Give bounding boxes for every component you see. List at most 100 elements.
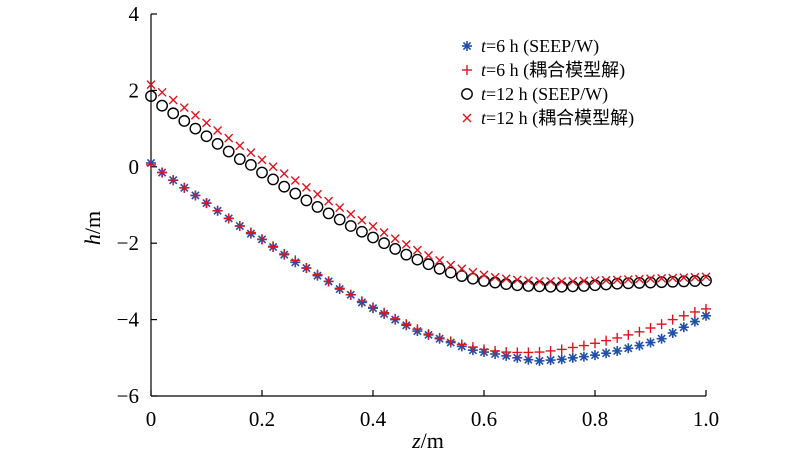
x-axis-label-unit: /m bbox=[421, 428, 444, 453]
legend-label: t=6 h (SEEP/W) bbox=[481, 36, 599, 57]
data-point bbox=[612, 332, 623, 343]
data-point bbox=[657, 273, 667, 283]
data-point bbox=[378, 237, 390, 250]
data-point bbox=[390, 234, 400, 244]
data-point bbox=[646, 274, 655, 284]
series-3 bbox=[146, 80, 711, 286]
x-tick-label: 0 bbox=[146, 407, 157, 431]
data-point bbox=[533, 280, 546, 293]
data-point bbox=[344, 220, 357, 232]
data-point bbox=[267, 173, 279, 186]
legend-name: =6 h (耦合模型解) bbox=[486, 60, 625, 81]
data-point bbox=[311, 201, 324, 213]
data-point bbox=[335, 203, 345, 213]
data-point bbox=[545, 345, 556, 356]
data-point bbox=[601, 335, 612, 346]
legend-marker-glyph bbox=[462, 113, 472, 123]
legend-label: t=6 h (耦合模型解) bbox=[481, 60, 625, 81]
data-point bbox=[146, 80, 156, 90]
data-point bbox=[157, 167, 168, 178]
data-point bbox=[535, 276, 544, 286]
data-point bbox=[268, 162, 278, 172]
data-point bbox=[512, 275, 522, 285]
data-point bbox=[424, 250, 433, 260]
data-point bbox=[600, 278, 612, 291]
data-point bbox=[212, 205, 223, 216]
data-point bbox=[512, 347, 523, 358]
data-point bbox=[168, 95, 178, 105]
data-point bbox=[312, 269, 323, 280]
data-point bbox=[501, 274, 511, 284]
data-point bbox=[201, 198, 212, 209]
legend-marker-cross bbox=[462, 113, 472, 123]
axis-tick-labels: 0 0.2 0.4 0.6 0.8 1.0 4 2 0 −2 −4 −6 bbox=[117, 2, 719, 431]
data-point bbox=[279, 169, 289, 179]
legend-marker-glyph bbox=[462, 41, 472, 51]
data-point bbox=[257, 234, 267, 245]
series-1 bbox=[146, 159, 711, 358]
data-point bbox=[345, 289, 356, 300]
data-point bbox=[423, 329, 434, 340]
data-point bbox=[189, 122, 202, 135]
data-point bbox=[579, 276, 589, 286]
data-point bbox=[435, 255, 445, 265]
data-point bbox=[467, 342, 478, 353]
x-tick-label: 0.2 bbox=[249, 407, 275, 431]
legend-entry: t=6 h (耦合模型解) bbox=[462, 60, 625, 81]
data-point bbox=[601, 348, 612, 359]
data-point bbox=[389, 243, 402, 255]
data-point bbox=[523, 347, 534, 358]
y-tick-label: 4 bbox=[129, 2, 140, 26]
data-point bbox=[412, 245, 422, 255]
y-tick-label: −2 bbox=[117, 231, 139, 255]
y-axis-label: h/m bbox=[80, 211, 105, 245]
data-point bbox=[490, 272, 500, 282]
data-point bbox=[390, 313, 401, 324]
data-point bbox=[634, 274, 644, 284]
data-point bbox=[700, 274, 712, 287]
data-point bbox=[544, 280, 557, 293]
data-point bbox=[146, 159, 156, 170]
data-point bbox=[689, 316, 700, 327]
data-point bbox=[623, 329, 634, 340]
data-point bbox=[490, 345, 501, 356]
data-point bbox=[601, 275, 611, 285]
data-point bbox=[346, 209, 356, 219]
data-point bbox=[157, 87, 167, 97]
data-point bbox=[634, 326, 645, 337]
data-point bbox=[356, 296, 367, 307]
data-point bbox=[355, 225, 368, 238]
x-axis-label: z/m bbox=[411, 428, 444, 453]
data-point bbox=[656, 319, 667, 330]
data-point bbox=[489, 276, 501, 289]
data-point bbox=[433, 262, 446, 275]
data-point bbox=[244, 158, 257, 171]
data-point bbox=[455, 270, 468, 282]
data-point bbox=[612, 275, 622, 285]
data-point bbox=[301, 263, 312, 274]
data-point bbox=[522, 280, 535, 292]
data-point bbox=[333, 213, 346, 226]
data-point bbox=[534, 355, 545, 366]
data-point bbox=[200, 130, 213, 143]
data-point bbox=[224, 133, 234, 143]
data-point bbox=[701, 303, 711, 314]
data-point bbox=[479, 270, 489, 280]
legend-name: =6 h (SEEP/W) bbox=[486, 36, 599, 57]
data-point bbox=[611, 277, 624, 290]
data-point bbox=[457, 264, 467, 274]
legend-entry: t=12 h (SEEP/W) bbox=[461, 84, 608, 105]
data-point bbox=[324, 196, 334, 206]
legend-label: t=12 h (耦合模型解) bbox=[481, 108, 634, 129]
data-point bbox=[145, 90, 157, 103]
data-point bbox=[422, 258, 435, 271]
data-point bbox=[445, 336, 456, 347]
data-point bbox=[633, 277, 646, 289]
data-point bbox=[300, 194, 313, 207]
y-tick-label: 0 bbox=[129, 155, 140, 179]
data-point bbox=[501, 347, 512, 358]
data-point bbox=[313, 189, 322, 199]
chart-legend: t=6 h (SEEP/W) t=6 h (耦合模型解) t=12 h (SEE… bbox=[461, 36, 634, 129]
legend-var: t bbox=[481, 84, 487, 104]
data-point bbox=[400, 248, 413, 261]
